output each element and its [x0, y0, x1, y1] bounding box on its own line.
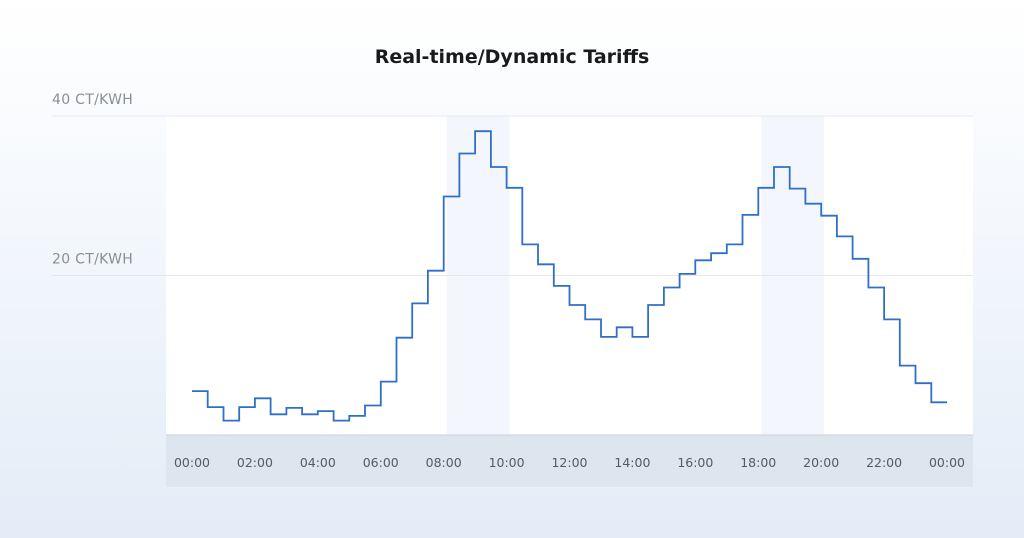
x-tick-label: 20:00 — [803, 455, 839, 470]
x-tick-label: 14:00 — [614, 455, 650, 470]
y-tick-label: 20 CT/KWH — [52, 252, 133, 268]
x-tick-label: 00:00 — [174, 455, 210, 470]
x-tick-label: 22:00 — [866, 455, 902, 470]
x-tick-label: 18:00 — [740, 455, 776, 470]
x-tick-label: 04:00 — [300, 455, 336, 470]
chart-title: Real-time/Dynamic Tariffs — [374, 46, 650, 68]
x-tick-label: 10:00 — [489, 455, 525, 470]
y-tick-label: 40 CT/KWH — [52, 92, 133, 108]
x-tick-label: 00:00 — [929, 455, 965, 470]
x-tick-label: 06:00 — [363, 455, 399, 470]
x-axis-tick-labels: 00:00 02:00 04:00 06:00 08:00 10:00 12:00 14:00… — [174, 455, 965, 470]
x-tick-label: 08:00 — [426, 455, 462, 470]
grid-lines — [52, 115, 973, 276]
x-tick-label: 12:00 — [551, 455, 587, 470]
x-tick-label: 02:00 — [237, 455, 273, 470]
x-axis-band — [166, 435, 973, 487]
tariff-step-line — [192, 130, 947, 422]
y-axis-labels: 40 CT/KWH 20 CT/KWH — [52, 92, 133, 268]
x-tick-label: 16:00 — [677, 455, 713, 470]
